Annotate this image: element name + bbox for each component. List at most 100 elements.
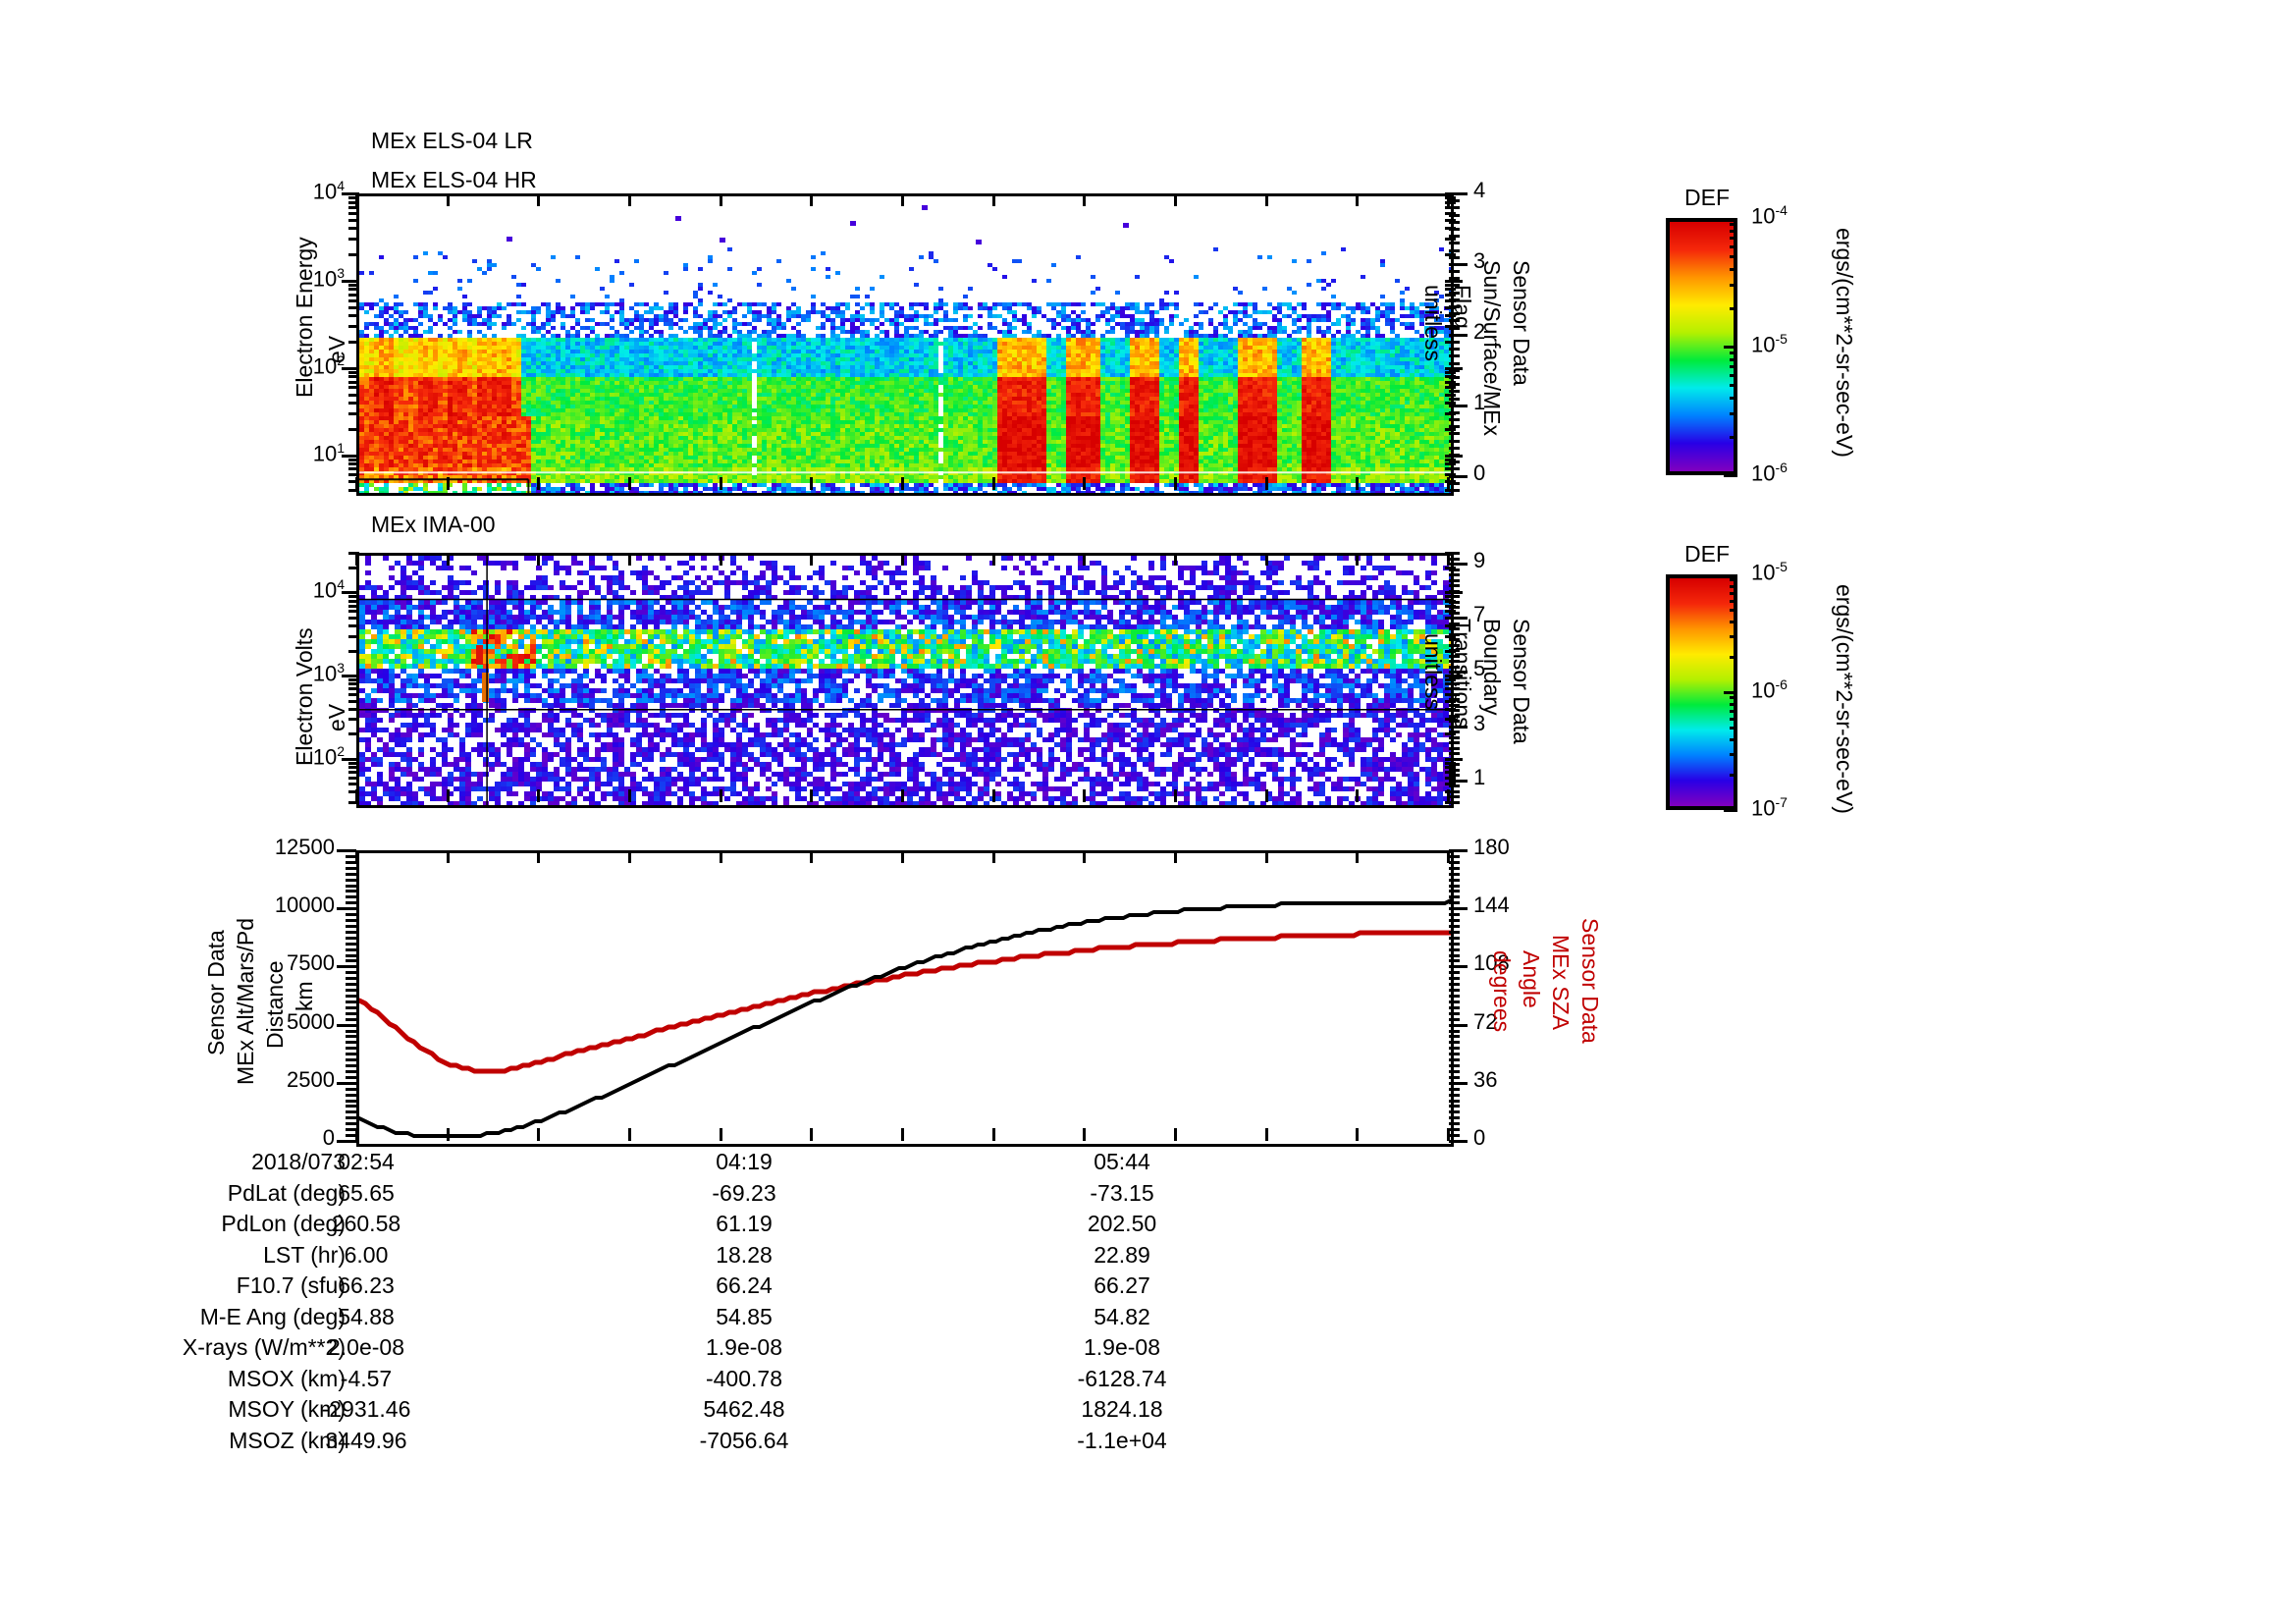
right-tick-label: 0 [1473, 1125, 1486, 1150]
table-cell: 1.9e-08 [705, 1334, 782, 1360]
tick-minor-right [1449, 1053, 1460, 1056]
tick-minor [1445, 386, 1456, 390]
tick-minor-right [1449, 735, 1460, 739]
tick-minor [1445, 765, 1456, 769]
cbar-tick [1730, 435, 1737, 439]
table-cell: 02:54 [338, 1149, 395, 1174]
tick-minor-left [346, 1064, 356, 1068]
tick-minor [348, 692, 359, 696]
tick-minor-right [1449, 397, 1460, 401]
cbar-tick [1730, 752, 1737, 756]
panel3-right-label-4: degrees [1489, 950, 1515, 1033]
panel2-right-label-1: Sensor Data [1509, 619, 1534, 744]
tick-minor [348, 801, 359, 804]
cbar-tick [1730, 222, 1737, 226]
xtick-bottom [1264, 1128, 1268, 1141]
tick-minor-right [1449, 622, 1460, 625]
tick-minor-right [1449, 213, 1460, 217]
panel1-right-label-2: Sun/Surface/MEx [1479, 260, 1505, 436]
tick-minor [342, 454, 359, 458]
tick-major-right [1449, 965, 1468, 969]
tick-minor-left [346, 1110, 356, 1114]
tick-minor [348, 196, 359, 200]
table-row-label: LST (hr) [263, 1241, 346, 1268]
xtick-top [537, 850, 541, 863]
tick-major-right [1449, 725, 1468, 729]
table-cell: -2931.46 [321, 1396, 411, 1422]
tick-minor-right [1449, 884, 1460, 888]
tick-minor-right [1449, 220, 1460, 224]
tick-minor-right [1449, 919, 1460, 923]
tick-minor-right [1449, 676, 1460, 679]
colorbar-ima00[interactable] [1666, 574, 1737, 810]
tick-minor [1445, 314, 1456, 318]
tick-minor [1445, 604, 1456, 608]
panel-alt-sza-lineplot[interactable] [356, 850, 1454, 1147]
cbar-tick [1730, 737, 1737, 741]
cbar-tick [1730, 727, 1737, 730]
xtick-bottom [355, 477, 358, 490]
panel-ima00-spectrogram[interactable] [356, 553, 1454, 808]
tick-minor-right [1449, 959, 1460, 963]
xtick-top [810, 193, 814, 206]
tick-minor-right [1449, 930, 1460, 934]
tick-minor-left [346, 942, 356, 946]
xtick-bottom [1356, 1128, 1360, 1141]
table-cell: -1.1e+04 [1077, 1427, 1167, 1453]
tick-minor-left [346, 854, 356, 858]
tick-minor-right [1449, 298, 1460, 301]
colorbar-els04[interactable] [1666, 218, 1737, 475]
tick-minor [1445, 718, 1456, 722]
right-tick-label: 2 [1473, 318, 1486, 344]
xtick-top [1083, 193, 1087, 206]
ytick-label: 0 [322, 1125, 335, 1150]
xtick-top [1356, 850, 1360, 863]
tick-minor-right [1449, 595, 1460, 599]
tick-minor [348, 227, 359, 231]
xtick-bottom [628, 789, 631, 802]
tick-minor-right [1449, 632, 1460, 636]
tick-minor-left [346, 890, 356, 893]
tick-minor-right [1449, 763, 1460, 767]
tick-minor-right [1449, 1011, 1460, 1015]
cbar-tick [1730, 255, 1737, 259]
cbar-tick [1730, 702, 1737, 706]
tick-major-right [1449, 617, 1468, 621]
tick-minor [348, 765, 359, 769]
table-cell: 54.82 [1094, 1303, 1150, 1329]
panel2-yunits: eV [324, 703, 349, 731]
cbar-tick-label-bottom: 10-6 [1751, 460, 1788, 486]
tick-minor [348, 480, 359, 484]
xtick-top [810, 553, 814, 566]
panel2-ylabel: Electron Volts [292, 627, 317, 766]
xtick-top [1174, 553, 1177, 566]
colorbar2-canvas [1670, 578, 1734, 806]
cbar-tick [1730, 620, 1737, 623]
tick-minor-right [1449, 720, 1460, 724]
table-cell: 65.65 [338, 1179, 395, 1206]
xtick-top [355, 193, 358, 206]
xtick-top [537, 193, 541, 206]
tick-minor-right [1449, 895, 1460, 899]
panel-els04-spectrogram[interactable] [356, 193, 1454, 496]
tick-major-right [1449, 192, 1468, 195]
tick-minor [348, 624, 359, 628]
cbar-tick [1724, 474, 1737, 477]
xtick-bottom [719, 1128, 722, 1141]
tick-minor-right [1449, 573, 1460, 577]
tick-minor-right [1449, 757, 1460, 761]
cbar-tick [1730, 357, 1737, 361]
panel3-ylabel-4: km [292, 981, 317, 1011]
ytick-label: 103 [312, 264, 345, 292]
cbar-tick [1730, 397, 1737, 401]
tick-minor [1445, 366, 1463, 370]
tick-minor-right [1449, 319, 1460, 323]
xtick-bottom [1356, 789, 1360, 802]
ytick-label: 104 [312, 178, 345, 204]
table-cell: 2.0e-08 [327, 1334, 404, 1360]
tick-minor-right [1449, 199, 1460, 203]
tick-major-left [337, 849, 356, 852]
panel2-right-label-2: Boundary [1479, 619, 1505, 716]
table-row-label: MSOX (km) [227, 1365, 346, 1391]
tick-minor [348, 325, 359, 329]
